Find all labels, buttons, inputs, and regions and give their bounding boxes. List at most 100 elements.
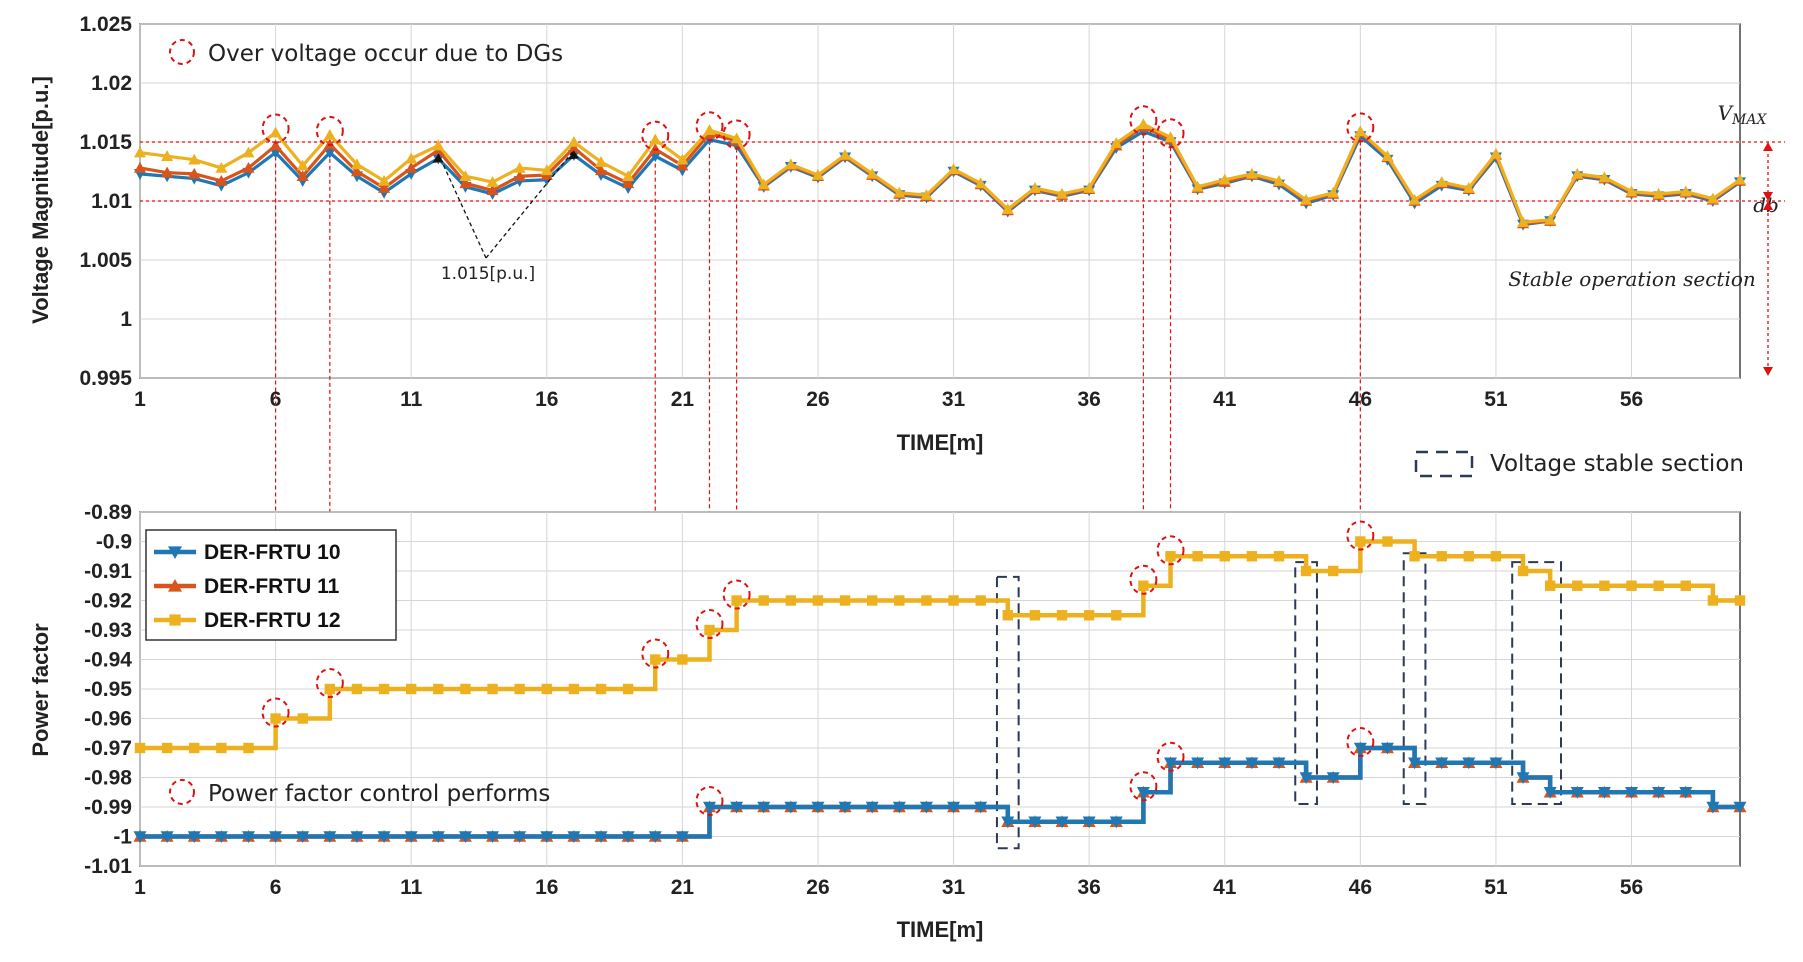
legend-label: DER-FRTU 11 [204,575,340,598]
data-point [730,801,744,814]
data-point [839,148,852,160]
value-arrowhead [567,150,579,160]
pf-control-circle [1156,741,1185,772]
data-point [269,831,283,843]
data-point [1734,595,1746,606]
data-point [1625,787,1639,799]
x-tick-label: 41 [1213,876,1237,899]
data-point [513,161,526,173]
data-point [650,654,661,665]
overvoltage-circle [315,115,344,146]
y-tick-label: 1 [120,308,132,331]
data-point [1571,167,1584,179]
data-point [323,831,337,843]
data-point [541,683,552,695]
data-point [919,801,933,814]
data-point [1706,192,1719,204]
data-point [1734,173,1746,185]
data-point [540,831,554,843]
data-point [1462,757,1476,770]
data-point [567,141,580,153]
pf-series-10 [133,742,1747,843]
pf-y-ticks: -1.01 -1 -0.99 -0.98 -0.97 -0.96 -0.95 -0.94 -0.… [84,501,132,878]
data-point [168,579,182,592]
data-point [1056,187,1069,199]
y-tick-label: -0.98 [84,767,132,790]
data-point [621,831,635,843]
pf-x-axis-label: TIME[m] [897,917,984,942]
pf-control-circle [1156,535,1185,566]
data-point [1679,185,1692,197]
y-tick-label: 1.005 [79,249,132,272]
overvoltage-legend-text: Over voltage occur due to DGs [208,41,563,67]
data-point [865,801,879,814]
x-tick-label: 31 [942,388,966,411]
data-point [405,161,418,173]
data-point [323,138,336,150]
data-point [757,178,770,190]
data-point [1328,565,1339,577]
y-tick-label: -0.91 [84,560,132,583]
data-point [1326,772,1340,784]
value-arrow [437,153,487,259]
pf-control-circle [695,609,724,639]
vmax-label: VMAX [1718,101,1768,128]
data-point [1082,816,1096,829]
data-point [1273,551,1285,562]
data-point [1164,131,1177,143]
data-point [188,153,201,165]
data-point [377,831,391,843]
data-point [1408,193,1421,205]
data-point [1109,816,1123,829]
data-point [514,683,525,695]
data-point [894,595,905,606]
data-point [1543,787,1557,799]
data-point [1191,180,1204,192]
x-tick-label: 16 [535,388,558,411]
data-point [215,161,228,173]
data-point [169,614,181,626]
data-point [269,126,282,138]
data-point [1056,610,1068,621]
legend-label: DER-FRTU 10 [204,541,341,564]
data-point [187,831,201,843]
data-point [241,831,255,843]
y-tick-label: -1 [113,826,132,849]
data-point [975,595,986,606]
data-point [1355,536,1366,547]
db-arrows [1763,142,1773,376]
data-point [1300,193,1313,205]
data-point [1083,610,1095,621]
data-point [867,595,878,606]
data-point [513,831,527,843]
stable-section-box [995,575,1020,850]
stable-arrowhead [1763,367,1773,376]
data-point [677,654,688,665]
db-arrowhead [1763,142,1773,151]
data-point [297,713,308,724]
pf-y-axis-label: Power factor [28,623,53,757]
data-point [486,831,500,843]
overvoltage-circle [1346,112,1375,143]
voltage-series-12 [134,118,1746,228]
data-point [1218,757,1232,770]
data-point [323,147,336,159]
data-point [404,831,418,843]
data-point [1028,816,1042,829]
data-point [1055,816,1069,829]
data-point [811,801,825,814]
data-point [1733,801,1747,814]
stable-section-box [1402,552,1427,806]
y-tick-label: -1.01 [84,855,132,878]
data-point [1028,182,1041,193]
power-factor-panel: -1.01-1-0.99-0.98-0.97-0.96-0.95-0.94-0.… [28,501,1747,942]
voltage-thresholds [140,141,1785,202]
data-point [1652,187,1665,199]
data-point [704,624,715,636]
data-point [1679,787,1693,799]
data-point [296,170,309,182]
data-point [622,177,635,189]
data-point [757,801,771,814]
data-point [378,182,391,193]
x-tick-label: 36 [1077,876,1100,899]
